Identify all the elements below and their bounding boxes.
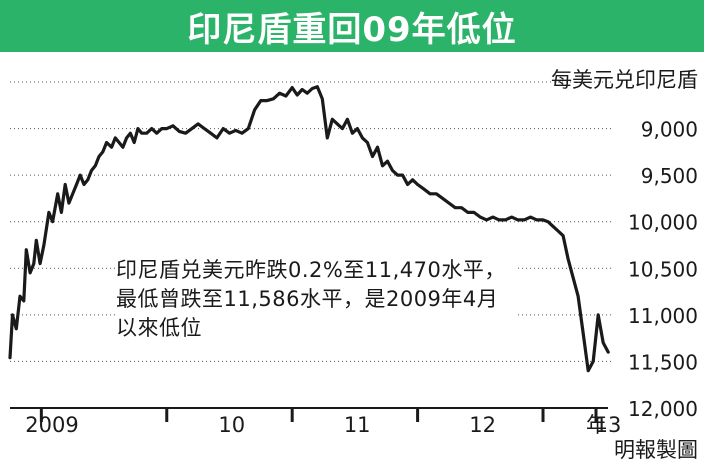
- x-axis-unit-label: 年: [586, 413, 607, 437]
- annotation-text: 印尼盾兑美元昨跌0.2%至11,470水平，最低曾跌至11,586水平，是200…: [116, 256, 516, 343]
- x-tick-label: 12: [469, 413, 496, 437]
- y-tick-label: 9,500: [641, 164, 698, 188]
- x-tick-label: 11: [344, 413, 371, 437]
- y-tick-label: 10,000: [628, 211, 698, 235]
- series-line: [8, 85, 610, 373]
- y-tick-label: 11,500: [628, 350, 698, 374]
- series-group: [8, 85, 610, 373]
- y-axis-unit-label: 每美元兑印尼盾: [551, 68, 698, 92]
- y-tick-label: 9,000: [641, 118, 698, 142]
- y-tick-labels: 9,000 9,500 10,000 10,500 11,000 11,500 12,000: [628, 118, 698, 421]
- y-tick-label: 11,000: [628, 304, 698, 328]
- x-tick-label: 2009: [25, 413, 78, 437]
- x-axis: 2009 10 11 12 13年: [10, 407, 622, 437]
- x-tick-label: 10: [218, 413, 245, 437]
- chart-title: 印尼盾重回09年低位: [187, 9, 517, 50]
- source-label: 明報製圖: [614, 438, 698, 462]
- y-tick-label: 10,500: [628, 257, 698, 281]
- y-tick-label: 12,000: [628, 397, 698, 421]
- title-bar: 印尼盾重回09年低位: [0, 0, 704, 52]
- x-tick-label: 13: [595, 413, 622, 437]
